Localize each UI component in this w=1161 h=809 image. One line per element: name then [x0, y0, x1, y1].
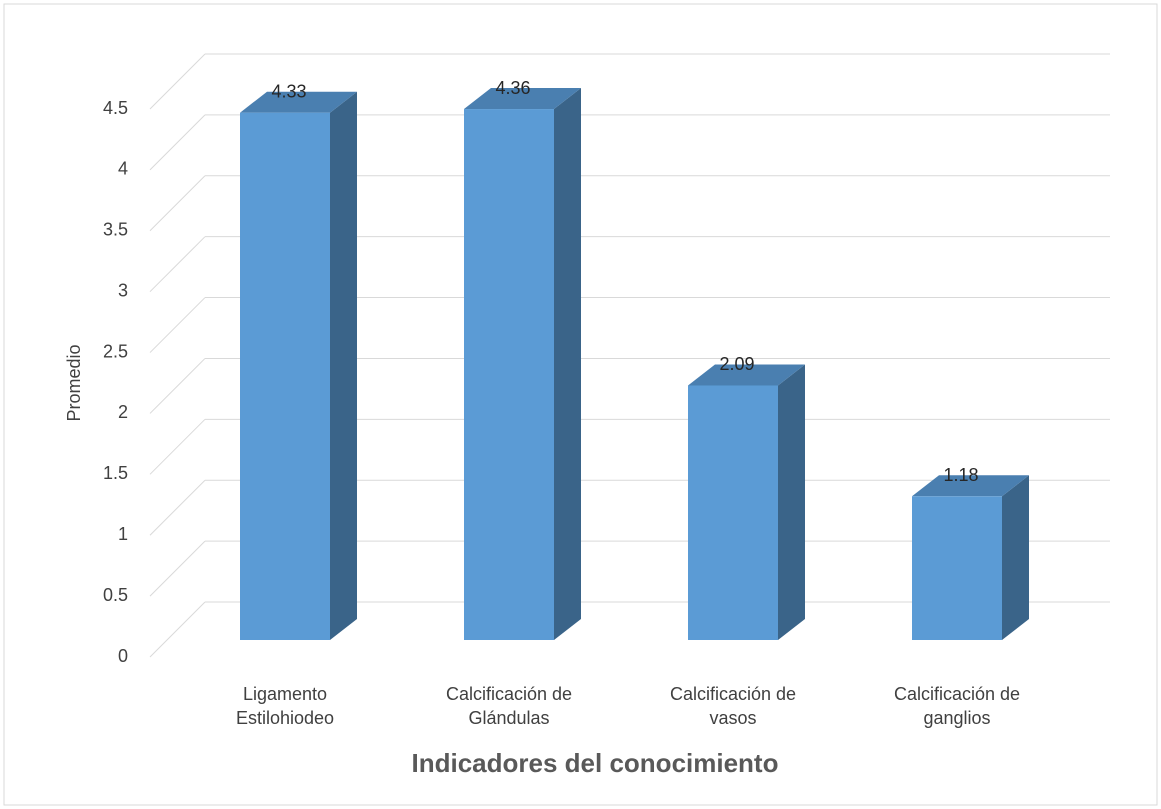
- bar-top: [240, 91, 357, 113]
- grid-line: [149, 358, 206, 414]
- y-tick-label: 2: [118, 402, 128, 422]
- bar-side: [554, 88, 581, 640]
- x-axis-label: Indicadores del conocimiento: [412, 748, 779, 778]
- y-tick-label: 2.5: [103, 341, 128, 361]
- grid-line: [149, 540, 206, 597]
- y-tick-label: 3.5: [103, 220, 128, 240]
- data-label: 1.18: [943, 465, 978, 485]
- y-axis-label: Promedio: [64, 344, 84, 421]
- y-tick-label: 0: [118, 646, 128, 666]
- y-tick-label: 4: [118, 159, 128, 179]
- grid-line: [149, 418, 206, 475]
- y-tick-label: 4.5: [103, 98, 128, 118]
- grid-line: [149, 175, 206, 232]
- grid-line: [149, 479, 206, 536]
- bar: [464, 109, 554, 640]
- data-label: 4.36: [495, 78, 530, 98]
- bar: [240, 112, 330, 641]
- bar-top: [688, 364, 805, 386]
- border: [3, 3, 1158, 806]
- y-tick-label: 1.5: [103, 463, 128, 483]
- bar: [688, 385, 778, 640]
- x-tick-label: Calcificación de ganglios: [893, 684, 1021, 728]
- y-tick-label: 3: [118, 280, 128, 300]
- bar: [912, 496, 1002, 640]
- bar-side: [330, 91, 357, 641]
- grid-line: [149, 114, 206, 171]
- data-label: 2.09: [719, 354, 754, 374]
- grid-line: [149, 236, 206, 293]
- data-label: 4.33: [271, 81, 306, 101]
- bar-top: [912, 475, 1029, 497]
- bar-top: [464, 88, 581, 110]
- x-tick-label: Calcificación de Glándulas: [445, 684, 573, 728]
- bar-side: [1002, 475, 1029, 640]
- grid-line: [149, 53, 206, 110]
- y-tick-label: 1: [118, 524, 128, 544]
- grid-line: [149, 297, 206, 353]
- bar-side: [778, 364, 805, 640]
- y-tick-label: 0.5: [103, 585, 128, 605]
- grid-line: [149, 601, 206, 658]
- x-tick-label: Ligamento Estilohiodeo: [235, 684, 335, 728]
- x-tick-label: Calcificación de vasos: [669, 684, 797, 728]
